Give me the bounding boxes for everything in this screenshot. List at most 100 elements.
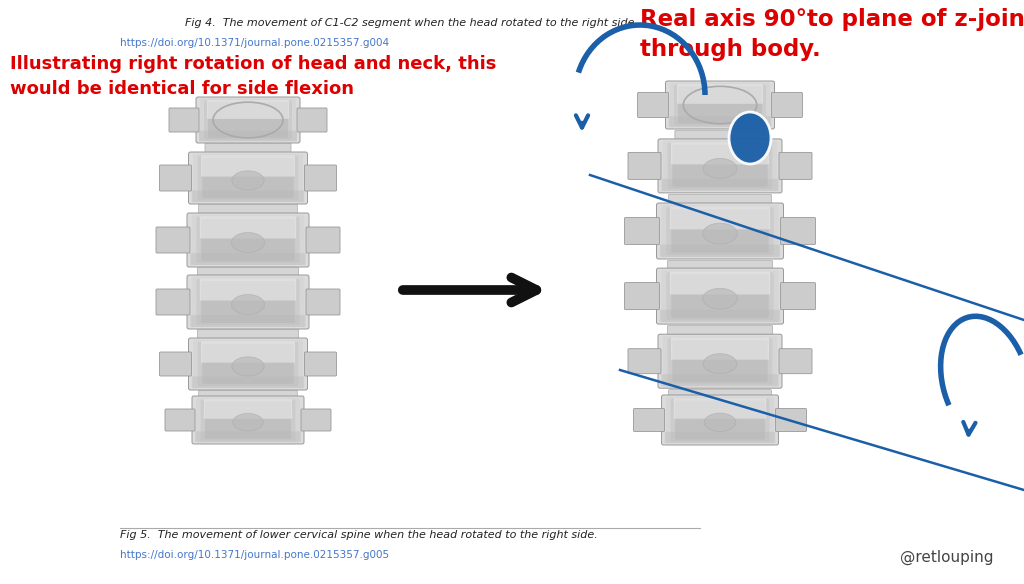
FancyBboxPatch shape: [200, 279, 296, 301]
FancyBboxPatch shape: [658, 334, 782, 388]
Text: through body.: through body.: [640, 38, 821, 61]
Text: would be identical for side flexion: would be identical for side flexion: [10, 80, 354, 98]
FancyBboxPatch shape: [187, 213, 309, 267]
FancyBboxPatch shape: [205, 143, 291, 156]
FancyBboxPatch shape: [671, 338, 769, 360]
FancyBboxPatch shape: [659, 245, 780, 257]
FancyBboxPatch shape: [662, 179, 778, 191]
FancyBboxPatch shape: [190, 253, 305, 265]
FancyBboxPatch shape: [638, 92, 669, 117]
FancyBboxPatch shape: [194, 154, 303, 202]
FancyBboxPatch shape: [200, 99, 296, 141]
Ellipse shape: [729, 112, 771, 164]
FancyBboxPatch shape: [196, 97, 300, 143]
FancyBboxPatch shape: [677, 84, 763, 104]
FancyBboxPatch shape: [198, 329, 299, 339]
Ellipse shape: [702, 288, 737, 309]
FancyBboxPatch shape: [780, 217, 815, 245]
FancyBboxPatch shape: [201, 342, 295, 363]
FancyBboxPatch shape: [203, 344, 294, 384]
FancyBboxPatch shape: [780, 283, 815, 310]
FancyBboxPatch shape: [659, 310, 780, 322]
Ellipse shape: [703, 158, 737, 178]
FancyBboxPatch shape: [675, 401, 765, 440]
FancyBboxPatch shape: [670, 83, 770, 127]
FancyBboxPatch shape: [198, 342, 298, 386]
FancyBboxPatch shape: [156, 289, 190, 315]
FancyBboxPatch shape: [669, 116, 771, 127]
FancyBboxPatch shape: [662, 270, 778, 322]
FancyBboxPatch shape: [667, 272, 774, 320]
FancyBboxPatch shape: [160, 352, 191, 376]
FancyBboxPatch shape: [197, 279, 300, 325]
FancyBboxPatch shape: [775, 408, 807, 432]
Text: @retlouping: @retlouping: [900, 550, 993, 565]
FancyBboxPatch shape: [675, 130, 765, 142]
FancyBboxPatch shape: [669, 390, 771, 398]
FancyBboxPatch shape: [662, 395, 778, 445]
Text: Illustrating right rotation of head and neck, this: Illustrating right rotation of head and …: [10, 55, 497, 73]
FancyBboxPatch shape: [194, 340, 303, 388]
FancyBboxPatch shape: [205, 401, 291, 439]
FancyBboxPatch shape: [625, 217, 659, 245]
Text: Real axis 90°to plane of z-joint,: Real axis 90°to plane of z-joint,: [640, 8, 1024, 31]
Ellipse shape: [231, 294, 264, 315]
FancyBboxPatch shape: [198, 156, 298, 200]
FancyBboxPatch shape: [208, 102, 288, 138]
FancyBboxPatch shape: [666, 397, 774, 443]
FancyBboxPatch shape: [663, 336, 777, 386]
FancyBboxPatch shape: [204, 399, 292, 419]
FancyBboxPatch shape: [297, 108, 327, 132]
FancyBboxPatch shape: [306, 227, 340, 253]
Text: Fig 5.  The movement of lower cervical spine when the head rotated to the right : Fig 5. The movement of lower cervical sp…: [120, 530, 598, 540]
FancyBboxPatch shape: [628, 349, 662, 374]
FancyBboxPatch shape: [656, 268, 783, 324]
FancyBboxPatch shape: [201, 155, 295, 176]
FancyBboxPatch shape: [187, 275, 309, 329]
FancyBboxPatch shape: [668, 143, 772, 189]
FancyBboxPatch shape: [169, 108, 199, 132]
FancyBboxPatch shape: [301, 409, 331, 431]
FancyBboxPatch shape: [201, 399, 295, 440]
FancyBboxPatch shape: [667, 207, 774, 255]
Ellipse shape: [231, 357, 264, 376]
FancyBboxPatch shape: [625, 283, 659, 310]
Ellipse shape: [232, 413, 263, 431]
FancyBboxPatch shape: [669, 194, 771, 204]
Text: https://doi.org/10.1371/journal.pone.0215357.g005: https://doi.org/10.1371/journal.pone.021…: [120, 550, 389, 560]
Ellipse shape: [702, 223, 737, 244]
FancyBboxPatch shape: [198, 267, 299, 277]
FancyBboxPatch shape: [670, 272, 770, 294]
FancyBboxPatch shape: [160, 165, 191, 191]
FancyBboxPatch shape: [188, 152, 307, 204]
FancyBboxPatch shape: [673, 340, 768, 382]
Ellipse shape: [703, 354, 737, 374]
FancyBboxPatch shape: [673, 145, 768, 187]
FancyBboxPatch shape: [668, 338, 772, 384]
FancyBboxPatch shape: [634, 408, 665, 432]
FancyBboxPatch shape: [663, 141, 777, 191]
FancyBboxPatch shape: [304, 165, 337, 191]
FancyBboxPatch shape: [662, 205, 778, 257]
FancyBboxPatch shape: [200, 217, 296, 238]
Ellipse shape: [705, 413, 736, 432]
FancyBboxPatch shape: [674, 398, 766, 419]
FancyBboxPatch shape: [628, 152, 662, 179]
FancyBboxPatch shape: [665, 432, 775, 443]
FancyBboxPatch shape: [779, 152, 812, 179]
Ellipse shape: [231, 232, 264, 252]
FancyBboxPatch shape: [197, 398, 300, 442]
Text: Fig 4.  The movement of C1-C2 segment when the head rotated to the right side.: Fig 4. The movement of C1-C2 segment whe…: [185, 18, 638, 28]
FancyBboxPatch shape: [199, 390, 297, 398]
FancyBboxPatch shape: [191, 190, 304, 202]
FancyBboxPatch shape: [191, 377, 304, 388]
FancyBboxPatch shape: [306, 289, 340, 315]
FancyBboxPatch shape: [668, 325, 773, 335]
FancyBboxPatch shape: [656, 203, 783, 259]
FancyBboxPatch shape: [304, 352, 337, 376]
FancyBboxPatch shape: [199, 204, 297, 215]
FancyBboxPatch shape: [779, 349, 812, 374]
FancyBboxPatch shape: [165, 409, 195, 431]
FancyBboxPatch shape: [201, 281, 295, 323]
FancyBboxPatch shape: [668, 260, 773, 269]
